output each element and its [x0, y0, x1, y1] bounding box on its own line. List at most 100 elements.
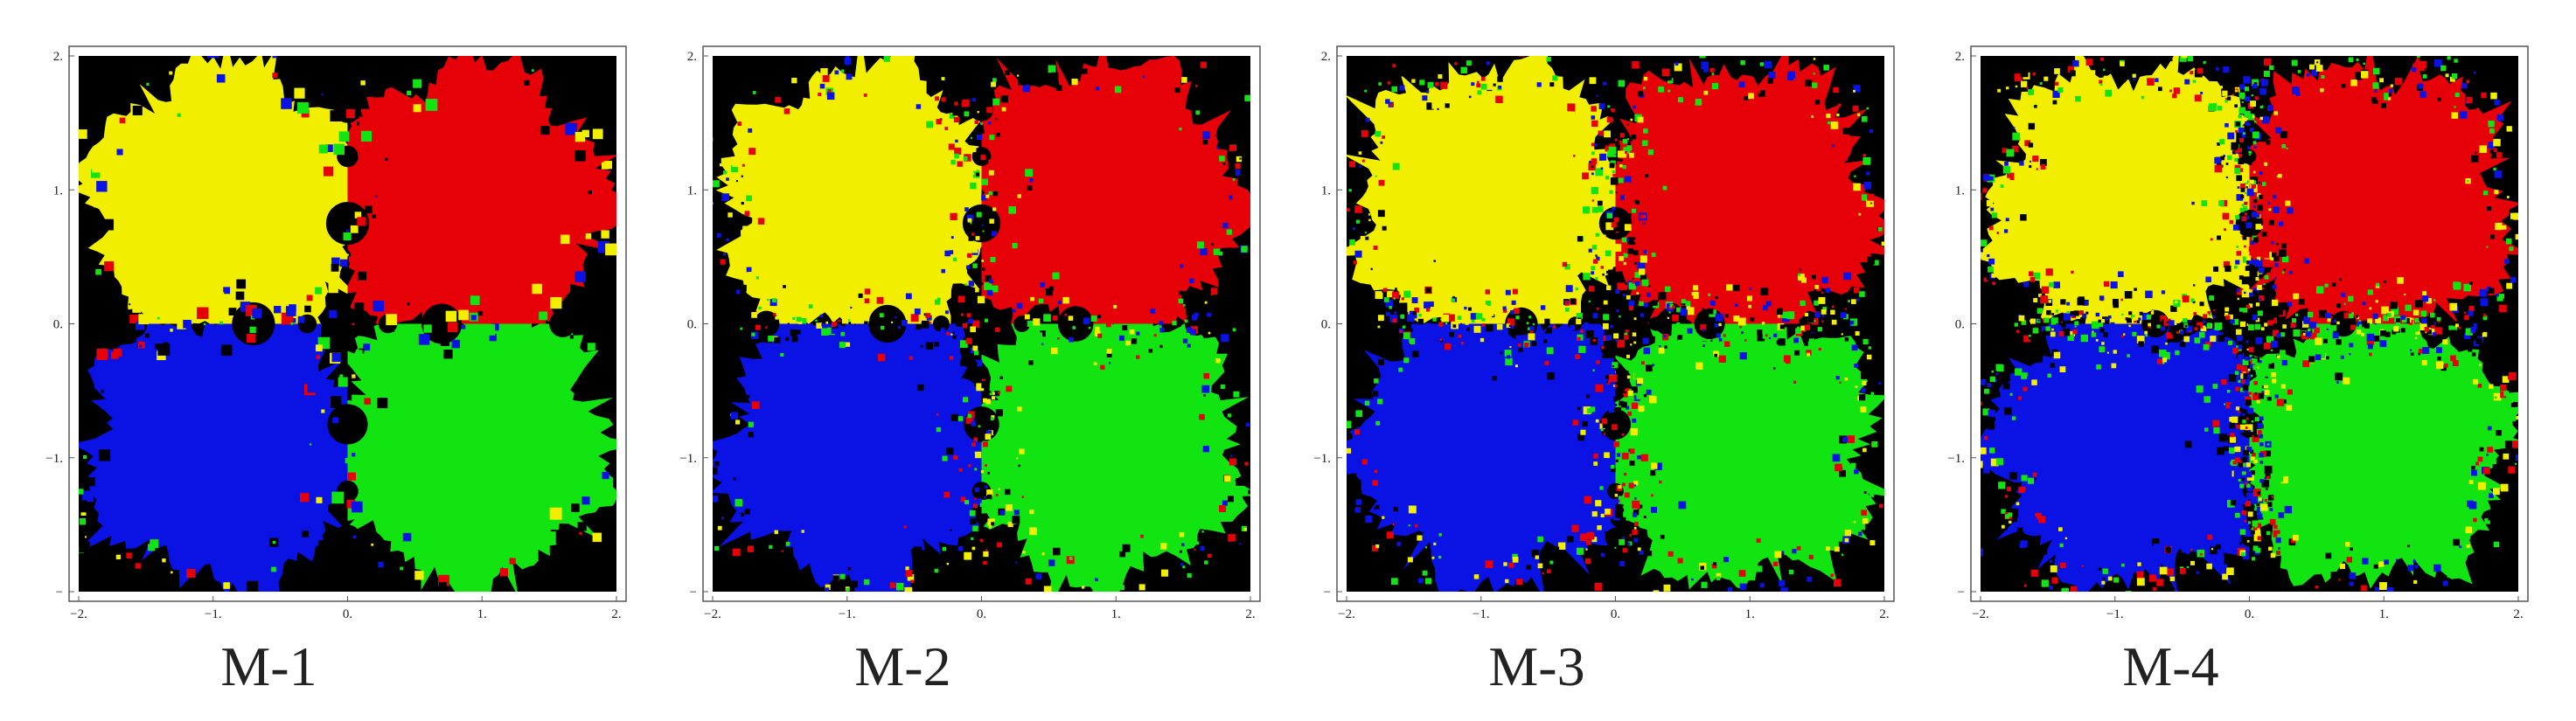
- speckle: [2414, 317, 2419, 323]
- speckle: [1181, 77, 1187, 83]
- speckle: [1798, 274, 1805, 281]
- speckle: [964, 343, 968, 348]
- speckle: [975, 288, 979, 293]
- speckle: [895, 311, 897, 314]
- speckle: [1106, 352, 1112, 357]
- speckle: [2210, 548, 2214, 551]
- speckle: [841, 71, 844, 73]
- speckle: [2261, 378, 2269, 385]
- speckle: [2281, 255, 2289, 263]
- speckle: [2241, 365, 2248, 372]
- speckle: [1449, 331, 1455, 337]
- speckle: [1612, 498, 1619, 506]
- speckle: [1776, 340, 1781, 345]
- speckle: [2397, 277, 2404, 284]
- speckle: [1017, 194, 1021, 198]
- speckle: [2244, 530, 2252, 537]
- speckle: [2276, 475, 2284, 482]
- speckle: [1863, 491, 1867, 494]
- speckle: [2019, 543, 2025, 549]
- speckle: [328, 282, 338, 294]
- speckle: [2240, 373, 2246, 379]
- speckle: [1827, 121, 1831, 125]
- speckle: [2260, 327, 2265, 331]
- speckle: [2068, 617, 2075, 624]
- speckle: [2236, 288, 2240, 293]
- speckle: [1978, 182, 1981, 184]
- speckle: [946, 331, 950, 336]
- speckle: [2486, 246, 2489, 248]
- speckle: [2416, 56, 2420, 58]
- speckle: [2273, 255, 2280, 262]
- speckle: [1619, 508, 1624, 513]
- speckle: [1607, 269, 1614, 276]
- speckle: [2294, 313, 2299, 316]
- speckle: [2245, 304, 2251, 309]
- speckle: [2222, 90, 2228, 96]
- speckle: [2239, 483, 2245, 489]
- speckle: [976, 211, 982, 218]
- speckle: [560, 234, 570, 245]
- speckle: [1354, 429, 1361, 435]
- speckle: [1339, 281, 1346, 288]
- speckle: [2247, 511, 2253, 517]
- speckle: [1610, 177, 1619, 185]
- speckle: [1847, 435, 1855, 443]
- speckle: [1385, 311, 1390, 316]
- speckle: [2305, 331, 2311, 337]
- speckle: [2315, 78, 2318, 80]
- speckle: [2514, 462, 2517, 465]
- speckle: [2217, 235, 2221, 240]
- speckle: [2482, 331, 2488, 337]
- speckle: [1592, 410, 1597, 414]
- speckle: [2247, 114, 2255, 121]
- speckle: [1676, 307, 1681, 313]
- speckle: [1981, 461, 1983, 468]
- speckle: [1761, 322, 1765, 325]
- speckle: [1411, 79, 1416, 83]
- speckle: [2062, 319, 2067, 324]
- speckle: [1577, 406, 1581, 411]
- speckle: [2051, 328, 2054, 331]
- speckle: [96, 181, 108, 192]
- speckle: [1476, 83, 1481, 88]
- speckle: [1438, 73, 1443, 80]
- speckle: [1633, 250, 1639, 256]
- speckle: [1888, 229, 1893, 234]
- speckle: [1398, 367, 1403, 372]
- speckle: [988, 191, 992, 196]
- speckle: [1813, 58, 1816, 60]
- speckle: [1148, 349, 1153, 353]
- speckle: [2148, 327, 2151, 330]
- speckle: [2349, 572, 2357, 579]
- speckle: [1579, 533, 1588, 542]
- speckle: [1105, 325, 1110, 330]
- speckle: [2404, 317, 2410, 323]
- speckle: [2466, 96, 2473, 104]
- speckle: [1613, 385, 1616, 387]
- speckle: [1195, 541, 1200, 545]
- speckle: [968, 318, 973, 324]
- speckle: [1814, 300, 1820, 306]
- speckle: [1412, 311, 1417, 315]
- speckle: [2500, 483, 2509, 492]
- speckle: [1353, 260, 1358, 265]
- x-tick-label: 0.: [2245, 607, 2254, 621]
- speckle: [985, 485, 988, 489]
- speckle: [2141, 95, 2145, 100]
- speckle: [1600, 345, 1607, 353]
- basin: [347, 323, 616, 592]
- speckle: [2252, 365, 2258, 371]
- speckle: [748, 272, 755, 279]
- speckle: [1604, 305, 1608, 309]
- speckle: [2231, 150, 2237, 155]
- speckle: [2268, 546, 2273, 551]
- speckle: [741, 163, 745, 167]
- speckle: [937, 331, 942, 336]
- speckle: [999, 338, 1005, 344]
- speckle: [1095, 87, 1100, 91]
- speckle: [1179, 550, 1182, 553]
- speckle: [2236, 364, 2243, 371]
- speckle: [1013, 510, 1020, 516]
- speckle: [1628, 482, 1634, 489]
